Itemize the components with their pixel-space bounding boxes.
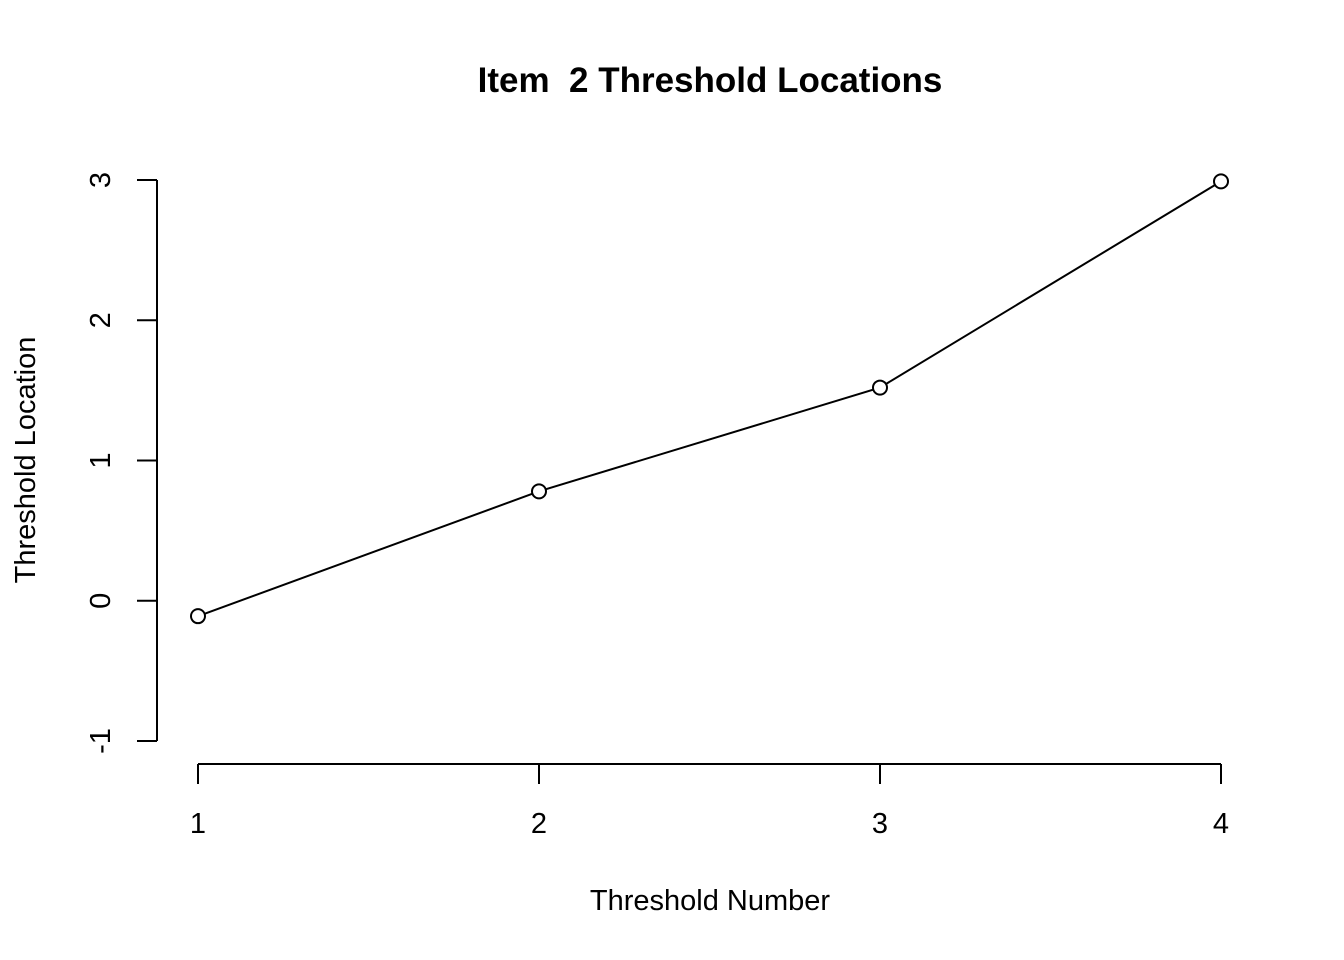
data-point <box>872 379 888 396</box>
chart-title: Item 2 Threshold Locations <box>478 61 943 100</box>
data-point <box>190 608 206 625</box>
x-axis-label: Threshold Number <box>590 885 830 917</box>
y-tick-label: -1 <box>85 728 117 754</box>
y-tick-label: 2 <box>85 312 117 328</box>
y-tick-label: 1 <box>85 452 117 468</box>
x-tick-label: 4 <box>1213 808 1229 840</box>
y-tick-label: 3 <box>85 172 117 188</box>
x-tick-label: 3 <box>872 808 888 840</box>
x-tick-label: 2 <box>531 808 547 840</box>
x-tick-label: 1 <box>190 808 206 840</box>
data-point <box>531 483 547 500</box>
y-axis-label: Threshold Location <box>10 337 42 584</box>
y-tick-label: 0 <box>85 593 117 609</box>
data-point <box>1213 173 1229 190</box>
series-line <box>197 180 1222 618</box>
